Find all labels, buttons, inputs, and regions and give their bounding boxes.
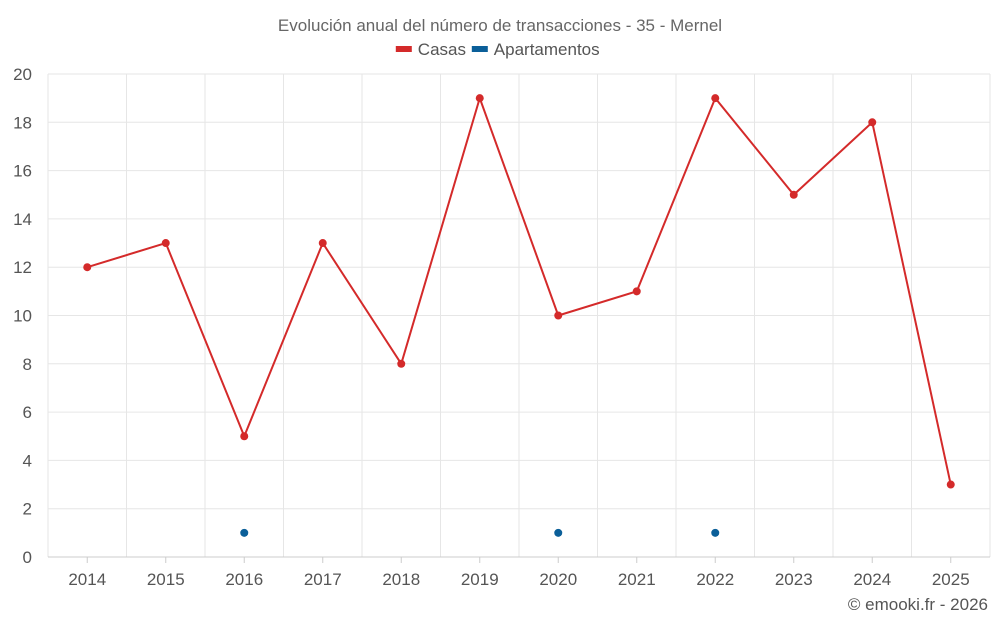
x-tick-label: 2017 xyxy=(304,570,342,589)
data-point[interactable] xyxy=(83,263,92,272)
series-line xyxy=(86,97,952,485)
y-tick-label: 16 xyxy=(13,162,32,181)
x-tick-label: 2015 xyxy=(147,570,185,589)
data-point[interactable] xyxy=(868,118,877,127)
legend-label: Apartamentos xyxy=(494,40,600,59)
x-tick-label: 2021 xyxy=(618,570,656,589)
x-tick-label: 2014 xyxy=(68,570,106,589)
x-tick-label: 2018 xyxy=(382,570,420,589)
data-point[interactable] xyxy=(240,528,249,537)
x-axis-ticks: 2014 2015 2016 2017 2018 2019 2020 2021 2022 2023… xyxy=(68,570,969,589)
y-tick-label: 2 xyxy=(23,500,32,519)
legend-label: Casas xyxy=(418,40,466,59)
x-tick-label: 2023 xyxy=(775,570,813,589)
data-point[interactable] xyxy=(397,359,406,368)
y-tick-label: 10 xyxy=(13,307,32,326)
grid xyxy=(47,73,991,558)
legend-swatch xyxy=(395,46,412,52)
y-tick-label: 8 xyxy=(23,355,32,374)
y-tick-label: 4 xyxy=(23,451,32,470)
data-point[interactable] xyxy=(711,528,720,537)
legend-item-apartamentos[interactable]: Apartamentos xyxy=(471,40,600,59)
y-tick-label: 6 xyxy=(23,403,32,422)
data-point[interactable] xyxy=(946,480,955,489)
y-tick-label: 18 xyxy=(13,113,32,132)
legend[interactable]: Casas Apartamentos xyxy=(395,40,600,59)
data-point[interactable] xyxy=(554,528,563,537)
series-casas xyxy=(83,94,955,489)
legend-swatch xyxy=(471,46,488,52)
credit-text: © emooki.fr - 2026 xyxy=(848,595,988,614)
x-tick-label: 2019 xyxy=(461,570,499,589)
x-tick-label: 2016 xyxy=(225,570,263,589)
data-point[interactable] xyxy=(554,311,563,320)
y-tick-label: 20 xyxy=(13,65,32,84)
y-tick-label: 14 xyxy=(13,210,32,229)
data-point[interactable] xyxy=(711,94,720,103)
y-tick-label: 0 xyxy=(23,548,32,567)
x-tick-label: 2025 xyxy=(932,570,970,589)
y-tick-label: 12 xyxy=(13,258,32,277)
y-axis-ticks: 0 2 4 6 8 10 12 14 16 18 20 xyxy=(13,65,32,567)
x-tick-label: 2020 xyxy=(539,570,577,589)
x-tick-label: 2024 xyxy=(853,570,891,589)
data-point[interactable] xyxy=(632,287,641,296)
data-point[interactable] xyxy=(161,239,170,248)
x-tick-label: 2022 xyxy=(696,570,734,589)
series xyxy=(83,94,955,537)
data-point[interactable] xyxy=(240,432,249,441)
chart-title: Evolución anual del número de transaccio… xyxy=(278,16,722,35)
data-point[interactable] xyxy=(318,239,327,248)
axes xyxy=(48,556,990,563)
series-apartamentos xyxy=(240,528,720,537)
data-point[interactable] xyxy=(789,190,798,199)
data-point[interactable] xyxy=(475,94,484,103)
legend-item-casas[interactable]: Casas xyxy=(395,40,466,59)
